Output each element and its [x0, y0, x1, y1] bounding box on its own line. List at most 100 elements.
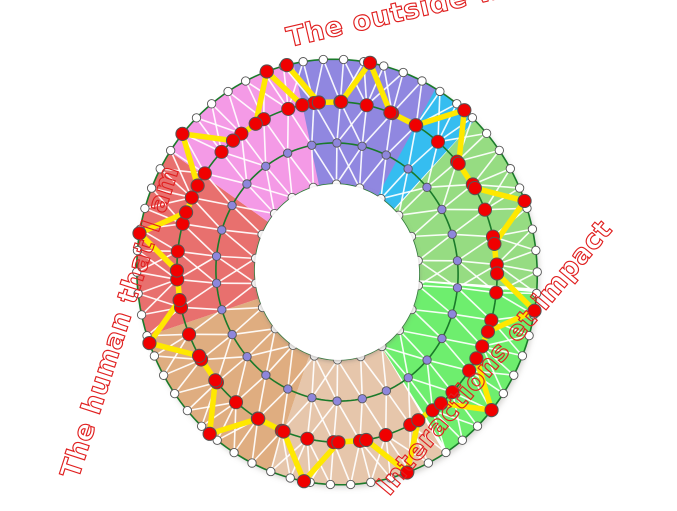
radial-edge	[246, 344, 294, 358]
node-ring-3	[423, 458, 434, 468]
radial-edge	[385, 434, 429, 464]
radial-edge	[336, 359, 363, 400]
node-ring-3	[346, 479, 356, 490]
radial-edge	[380, 186, 428, 200]
radial-edge	[210, 103, 223, 153]
radial-edge	[426, 183, 473, 189]
radial-edge	[336, 104, 368, 144]
radial-edge	[411, 308, 453, 315]
node-ring-3	[481, 128, 492, 139]
radial-edge	[365, 65, 385, 106]
radial-edge	[399, 329, 443, 340]
radial-edge	[204, 172, 248, 185]
node-ring-1	[307, 140, 317, 150]
radial-edge	[251, 418, 259, 464]
node-ring-3	[240, 76, 251, 86]
radial-edge	[332, 441, 352, 485]
radial-edge	[245, 80, 289, 110]
radial-edge	[263, 72, 289, 110]
node-highlight	[467, 181, 483, 196]
node-highlight	[296, 474, 312, 489]
radial-edge	[411, 308, 443, 340]
node-ring-3	[472, 421, 483, 431]
node-ring-3	[379, 61, 389, 71]
radial-edge	[265, 165, 293, 198]
radial-edge	[136, 249, 178, 281]
radial-edge	[336, 400, 361, 442]
node-highlight	[208, 373, 223, 388]
node-ring-1	[217, 305, 227, 315]
radial-edge	[311, 355, 316, 398]
radial-edge	[240, 133, 248, 185]
radial-edge	[417, 284, 453, 315]
radial-edge	[201, 355, 248, 361]
radial-edge	[136, 250, 179, 273]
radial-edge	[231, 306, 264, 336]
node-ring-2	[378, 428, 393, 443]
node-ring-3	[532, 267, 542, 277]
radial-edge	[382, 65, 393, 114]
node-ring-1	[422, 182, 432, 192]
radial-edge	[227, 91, 243, 134]
node-highlight	[451, 156, 466, 171]
node-ring-3	[132, 245, 143, 256]
radial-edge	[232, 327, 276, 336]
node-ring-3	[509, 370, 519, 380]
label-outside-world: The outside world	[284, 0, 566, 54]
radial-edge	[216, 255, 256, 260]
ring-arc-1	[215, 142, 459, 402]
radial-edge	[322, 59, 342, 103]
radial-edge	[263, 119, 267, 167]
radial-edge	[359, 356, 364, 399]
node-ring-3	[196, 421, 207, 431]
radial-edge	[231, 204, 275, 215]
node-ring-3	[165, 145, 176, 156]
radial-edge	[381, 346, 409, 379]
node-highlight	[172, 293, 187, 308]
radial-edge	[281, 430, 292, 479]
radial-edge	[265, 328, 277, 376]
node-highlight	[484, 403, 499, 418]
node-highlight	[480, 324, 496, 339]
node-highlight	[487, 236, 502, 251]
node-ring-3	[266, 466, 276, 477]
node-ring-3	[229, 447, 239, 458]
node-ring-3	[398, 67, 408, 78]
node-ring-3	[318, 54, 328, 65]
radial-edge	[481, 346, 505, 394]
highlight-path-layer	[136, 60, 538, 484]
radial-edge	[426, 359, 470, 372]
radial-edge	[380, 168, 409, 200]
node-ring-1	[283, 148, 293, 158]
node-ring-2	[430, 134, 446, 149]
node-ring-2	[475, 339, 490, 354]
node-ring-1	[452, 256, 463, 266]
radial-edge	[358, 146, 363, 189]
node-ring-1	[357, 141, 367, 151]
node-highlight	[202, 426, 217, 441]
radial-edge	[180, 282, 218, 309]
node-ring-3	[136, 310, 147, 320]
node-highlight	[457, 103, 472, 118]
node-ring-1	[447, 309, 457, 319]
radial-edge	[359, 440, 392, 479]
node-ring-2	[228, 395, 244, 410]
radial-edge	[310, 145, 315, 188]
radial-edge	[398, 186, 428, 216]
node-highlight	[251, 411, 266, 426]
node-ring-1	[403, 164, 413, 174]
node-ring-1	[211, 278, 222, 288]
radial-edge	[496, 263, 538, 295]
radial-edge	[432, 409, 478, 427]
node-highlight	[225, 133, 241, 148]
radial-edge	[411, 233, 453, 238]
node-highlight	[311, 95, 326, 110]
radial-edge	[287, 152, 314, 188]
radial-edge	[191, 197, 223, 231]
radial-edge	[282, 65, 315, 104]
sector-purple-outer	[292, 59, 439, 205]
node-ring-1	[422, 355, 432, 365]
radial-edge	[177, 250, 218, 284]
radial-edge	[407, 377, 411, 425]
